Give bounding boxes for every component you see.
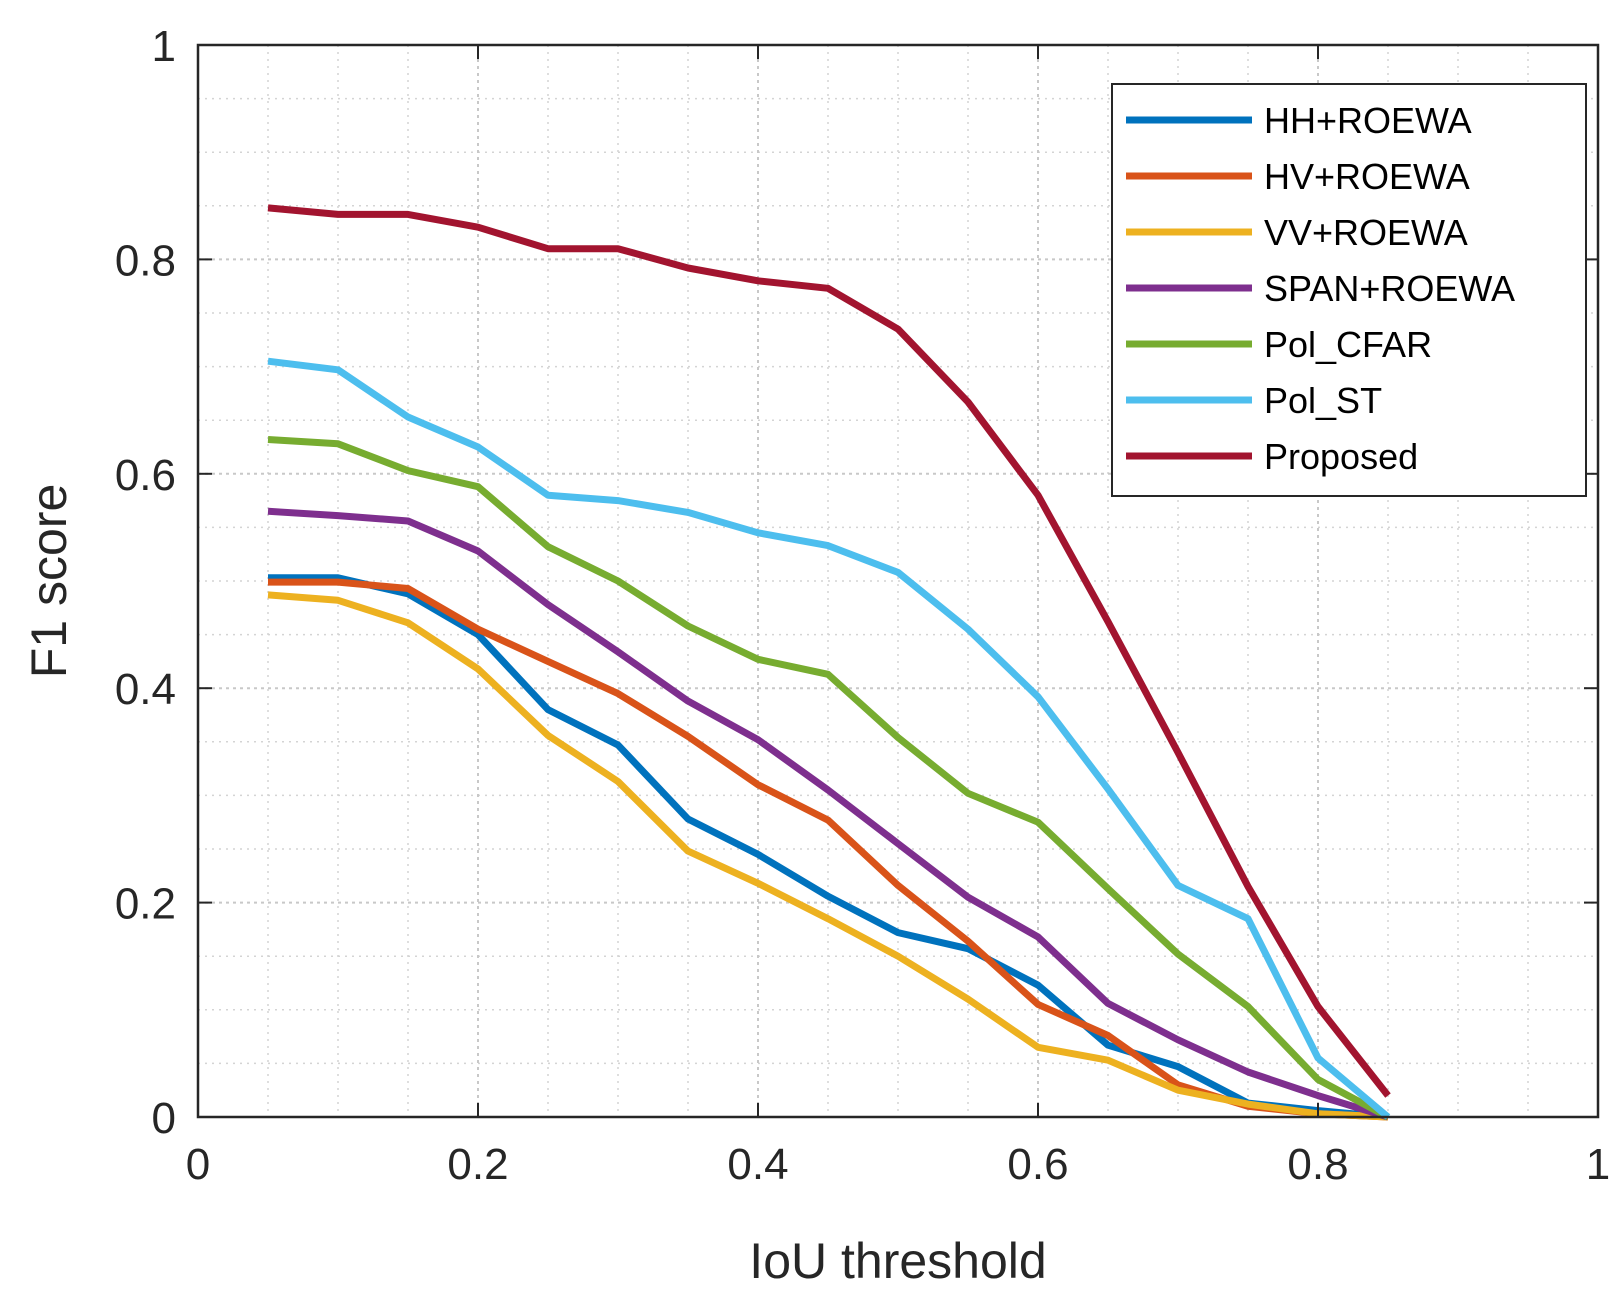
y-tick-label: 0.2 — [115, 880, 176, 929]
grid-lines — [198, 45, 1598, 1117]
x-tick-label: 0.6 — [1007, 1140, 1068, 1189]
plot-area-frame — [196, 43, 1600, 1119]
x-tick-label: 0.4 — [727, 1140, 788, 1189]
legend-label: VV+ROEWA — [1264, 212, 1468, 253]
series-line-pol-cfar — [267, 436, 1390, 1121]
x-tick-label: 0.2 — [447, 1140, 508, 1189]
legend-label: Pol_ST — [1264, 380, 1382, 421]
y-tick-label: 0.6 — [115, 451, 176, 500]
series-line-proposed — [267, 204, 1391, 1098]
legend-label: Proposed — [1264, 436, 1418, 477]
x-axis-title: IoU threshold — [749, 1233, 1046, 1289]
y-tick-label: 1 — [152, 22, 176, 71]
y-axis-title: F1 score — [21, 484, 77, 679]
series-lines — [267, 204, 1391, 1121]
y-tick-label: 0.4 — [115, 665, 176, 714]
legend-label: SPAN+ROEWA — [1264, 268, 1515, 309]
y-tick-label: 0 — [152, 1094, 176, 1143]
axis-ticks: 0 0.2 0.4 0.6 0.8 1 0 0.2 0.4 0.6 0.8 1 — [115, 22, 1610, 1189]
series-line-span-roewa — [267, 507, 1390, 1121]
legend: HH+ROEWA HV+ROEWA VV+ROEWA SPAN+ROEWA Pol_CF… — [1111, 83, 1587, 497]
series-line-pol-st — [267, 357, 1391, 1120]
x-tick-label: 0.8 — [1287, 1140, 1348, 1189]
series-line-hh-roewa — [268, 574, 1389, 1121]
x-tick-label: 1 — [1586, 1140, 1610, 1189]
x-tick-label: 0 — [186, 1140, 210, 1189]
y-tick-label: 0.8 — [115, 236, 176, 285]
legend-label: HV+ROEWA — [1264, 156, 1470, 197]
legend-label: Pol_CFAR — [1264, 324, 1432, 365]
series-line-vv-roewa — [267, 591, 1389, 1121]
legend-label: HH+ROEWA — [1264, 100, 1472, 141]
